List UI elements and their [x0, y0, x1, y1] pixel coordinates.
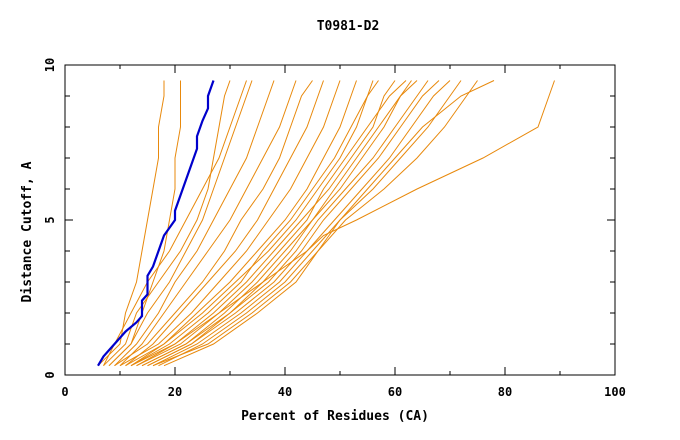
series-line [130, 80, 379, 367]
series-line [119, 80, 297, 367]
y-tick-label: 10 [43, 58, 57, 72]
x-tick-label: 80 [498, 385, 512, 399]
series-line [125, 80, 374, 367]
series-line [147, 80, 440, 367]
series-line [141, 80, 418, 367]
series-line [103, 80, 231, 367]
series-line [114, 80, 275, 367]
series-line [141, 80, 412, 367]
series-line [103, 80, 247, 366]
x-tick-label: 100 [604, 385, 626, 399]
x-tick-label: 20 [168, 385, 182, 399]
series-line [108, 80, 253, 367]
y-tick-label: 0 [43, 371, 57, 378]
chart-title: T0981-D2 [317, 19, 380, 34]
x-tick-label: 60 [388, 385, 402, 399]
x-tick-label: 40 [278, 385, 292, 399]
series-line [119, 80, 341, 367]
series-line [147, 80, 429, 367]
series-line [108, 80, 181, 367]
x-axis-label: Percent of Residues (CA) [241, 409, 429, 424]
series-line [136, 80, 407, 367]
series-line [152, 80, 451, 367]
series-line [163, 80, 478, 367]
y-axis-label: Distance Cutoff, A [20, 161, 35, 302]
series-line [97, 80, 165, 367]
series-line [136, 80, 396, 367]
highlight-series-line [97, 80, 215, 367]
y-tick-label: 5 [43, 216, 57, 223]
series-line [125, 80, 324, 367]
plot-frame [64, 64, 616, 376]
x-tick-label: 0 [61, 385, 68, 399]
series-line [114, 80, 313, 367]
series-line [130, 80, 357, 367]
series-line [130, 80, 555, 367]
series-line [152, 80, 495, 367]
